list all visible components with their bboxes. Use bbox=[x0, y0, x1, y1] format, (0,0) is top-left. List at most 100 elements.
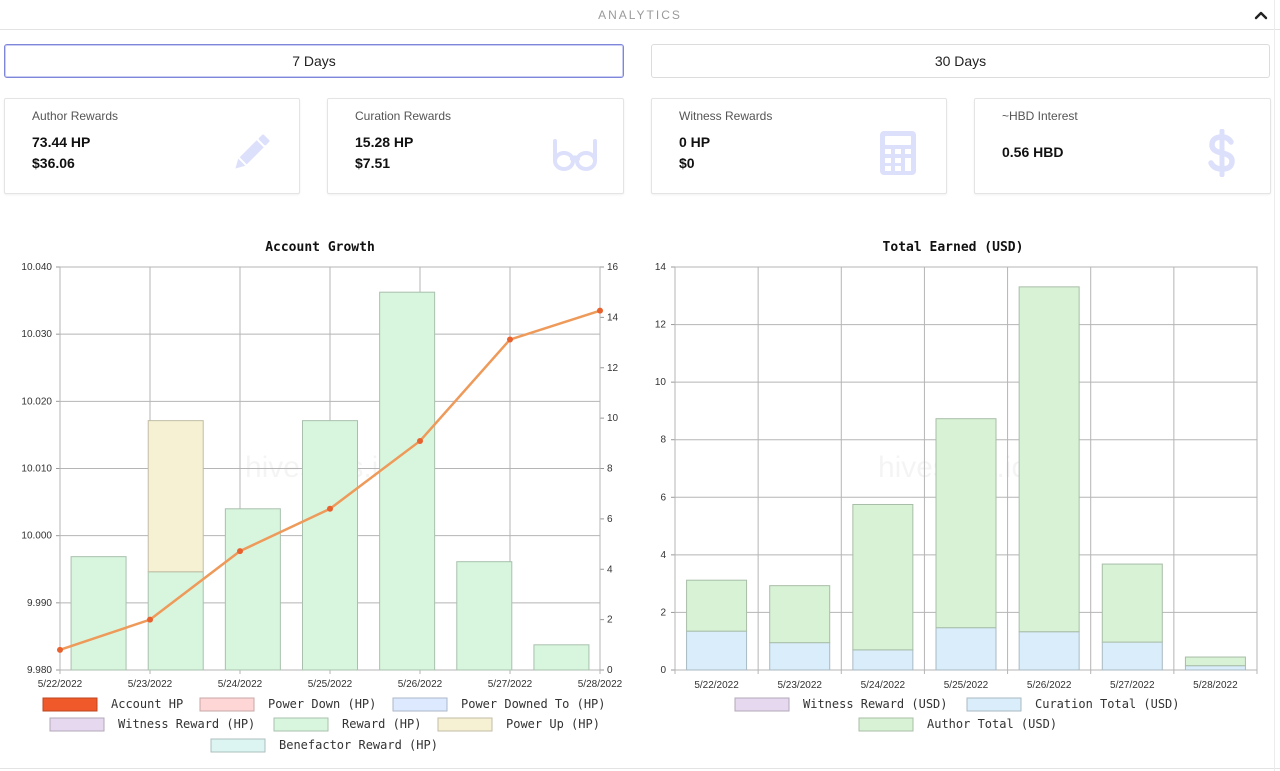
hbd-interest-card: ~HBD Interest 0.56 HBD bbox=[974, 98, 1271, 194]
y-left-tick-label: 10.030 bbox=[21, 329, 52, 340]
legend-label: Reward (HP) bbox=[342, 717, 421, 731]
y-left-tick-label: 10.020 bbox=[21, 396, 52, 407]
legend-swatch bbox=[273, 717, 329, 732]
bar-curation-total-usd bbox=[852, 649, 914, 671]
y-right-tick-label: 12 bbox=[607, 363, 619, 374]
chart-title: Account Growth bbox=[265, 240, 375, 255]
y-tick-label: 0 bbox=[660, 665, 666, 676]
scrollbar-track[interactable] bbox=[1274, 0, 1280, 771]
legend-label: Curation Total (USD) bbox=[1035, 697, 1180, 711]
period-7-days-button[interactable]: 7 Days bbox=[4, 44, 624, 78]
bar-reward-hp bbox=[224, 508, 281, 671]
glasses-icon bbox=[553, 139, 597, 171]
card-label: Witness Rewards bbox=[679, 109, 773, 123]
bottom-divider bbox=[0, 768, 1280, 769]
bar-author-total-usd bbox=[1184, 656, 1246, 667]
bar-curation-total-usd bbox=[935, 627, 997, 671]
author-rewards-card: Author Rewards 73.44 HP $36.06 bbox=[4, 98, 300, 194]
y-tick-label: 12 bbox=[655, 320, 667, 331]
legend-label: Account HP bbox=[111, 697, 183, 711]
x-tick-label: 5/26/2022 bbox=[1027, 680, 1072, 691]
legend-swatch bbox=[210, 738, 266, 753]
card-value-hp: 15.28 HP bbox=[355, 134, 414, 150]
bar-curation-total-usd bbox=[1101, 641, 1163, 671]
x-tick-label: 5/24/2022 bbox=[218, 679, 263, 690]
bar-reward-hp bbox=[70, 556, 127, 671]
x-tick-label: 5/24/2022 bbox=[861, 680, 906, 691]
x-tick-label: 5/25/2022 bbox=[308, 679, 353, 690]
y-left-tick-label: 10.000 bbox=[21, 531, 52, 542]
x-tick-label: 5/22/2022 bbox=[38, 679, 83, 690]
y-left-tick-label: 10.010 bbox=[21, 464, 52, 475]
y-tick-label: 8 bbox=[660, 435, 666, 446]
chevron-up-icon[interactable] bbox=[1254, 8, 1268, 22]
period-30-days-button[interactable]: 30 Days bbox=[651, 44, 1270, 78]
y-left-tick-label: 10.040 bbox=[21, 262, 52, 273]
account-hp-point bbox=[507, 336, 513, 343]
bar-curation-total-usd bbox=[1018, 631, 1080, 671]
account-hp-point bbox=[237, 548, 243, 555]
witness-rewards-card: Witness Rewards 0 HP $0 bbox=[651, 98, 947, 194]
card-value-usd: $7.51 bbox=[355, 155, 391, 171]
card-value-hbd: 0.56 HBD bbox=[1002, 144, 1064, 160]
bar-author-total-usd bbox=[852, 503, 914, 651]
bar-author-total-usd bbox=[1101, 563, 1163, 643]
bar-curation-total-usd bbox=[769, 642, 831, 671]
y-right-tick-label: 0 bbox=[607, 665, 613, 676]
account-hp-point bbox=[597, 307, 603, 314]
bar-author-total-usd bbox=[935, 418, 997, 629]
x-tick-label: 5/27/2022 bbox=[1110, 680, 1155, 691]
x-tick-label: 5/25/2022 bbox=[944, 680, 989, 691]
legend-label: Power Up (HP) bbox=[506, 717, 600, 731]
total-earned-chart: Total Earned (USD) hivestats.io 14121086… bbox=[655, 240, 1258, 732]
legend-swatch bbox=[49, 717, 105, 732]
legend-label: Power Downed To (HP) bbox=[461, 697, 606, 711]
y-left-tick-label: 9.980 bbox=[27, 665, 52, 676]
bar-reward-hp bbox=[533, 644, 590, 671]
bar-curation-total-usd bbox=[1184, 665, 1246, 671]
legend-swatch bbox=[42, 697, 98, 712]
pencil-icon bbox=[235, 134, 270, 169]
y-tick-label: 2 bbox=[660, 607, 666, 618]
y-right-tick-label: 16 bbox=[607, 262, 619, 273]
y-right-tick-label: 2 bbox=[607, 615, 613, 626]
chart-title: Total Earned (USD) bbox=[883, 240, 1024, 255]
y-tick-label: 4 bbox=[660, 550, 666, 561]
legend-swatch bbox=[858, 717, 914, 732]
x-tick-label: 5/23/2022 bbox=[128, 679, 173, 690]
legend-swatch bbox=[392, 697, 448, 712]
bar-author-total-usd bbox=[1018, 286, 1080, 633]
x-tick-label: 5/26/2022 bbox=[398, 679, 443, 690]
y-tick-label: 14 bbox=[655, 262, 667, 273]
legend-swatch bbox=[734, 697, 790, 712]
curation-rewards-card: Curation Rewards 15.28 HP $7.51 bbox=[327, 98, 624, 194]
y-right-tick-label: 10 bbox=[607, 413, 619, 424]
bar-curation-total-usd bbox=[686, 630, 748, 671]
bar-author-total-usd bbox=[686, 579, 748, 632]
x-tick-label: 5/22/2022 bbox=[694, 680, 739, 691]
card-value-usd: $36.06 bbox=[32, 155, 75, 171]
card-value-hp: 73.44 HP bbox=[32, 134, 91, 150]
y-left-tick-label: 9.990 bbox=[27, 598, 52, 609]
section-title: ANALYTICS bbox=[598, 8, 682, 22]
bar-reward-hp bbox=[456, 561, 513, 671]
legend-label: Power Down (HP) bbox=[268, 697, 376, 711]
legend-label: Witness Reward (USD) bbox=[803, 697, 948, 711]
y-right-tick-label: 8 bbox=[607, 464, 613, 475]
account-growth-chart: Account Growth hivestats.io 10.04010.030… bbox=[21, 240, 623, 753]
legend-swatch bbox=[199, 697, 255, 712]
card-value-usd: $0 bbox=[679, 155, 695, 171]
bar-power-up-hp bbox=[147, 420, 204, 573]
card-label: Curation Rewards bbox=[355, 109, 452, 123]
analytics-header[interactable]: ANALYTICS bbox=[0, 0, 1280, 30]
x-tick-label: 5/23/2022 bbox=[777, 680, 822, 691]
dollar-icon bbox=[1208, 129, 1235, 177]
legend-swatch bbox=[437, 717, 493, 732]
account-hp-point bbox=[327, 505, 333, 512]
card-value-hp: 0 HP bbox=[679, 134, 711, 150]
account-hp-point bbox=[147, 616, 153, 623]
card-label: ~HBD Interest bbox=[1002, 109, 1078, 123]
legend-label: Author Total (USD) bbox=[927, 717, 1057, 731]
bar-reward-hp bbox=[302, 420, 358, 671]
y-right-tick-label: 14 bbox=[607, 312, 619, 323]
